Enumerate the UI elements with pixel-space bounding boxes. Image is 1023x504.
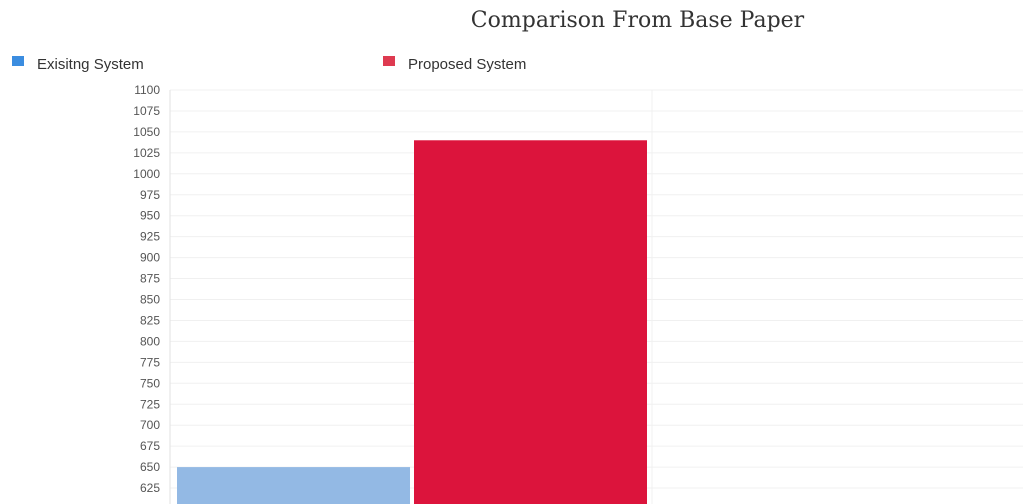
y-tick-label: 800	[140, 334, 160, 348]
y-tick-label: 1025	[133, 146, 160, 160]
bar-existing-system[interactable]	[177, 467, 410, 504]
bar-proposed-system[interactable]	[414, 140, 647, 504]
y-tick-label: 950	[140, 209, 160, 223]
chart-title: Comparison From Base Paper	[470, 8, 805, 33]
legend-label-proposed: Proposed System	[408, 56, 527, 73]
y-tick-label: 700	[140, 418, 160, 432]
y-tick-label: 825	[140, 313, 160, 327]
y-tick-label: 650	[140, 460, 160, 474]
y-tick-label: 775	[140, 355, 160, 369]
y-tick-label: 875	[140, 272, 160, 286]
y-tick-label: 750	[140, 376, 160, 390]
legend-swatch-existing	[12, 56, 24, 66]
y-tick-label: 625	[140, 481, 160, 495]
y-tick-label: 675	[140, 439, 160, 453]
y-tick-label: 1050	[133, 125, 160, 139]
y-tick-label: 925	[140, 230, 160, 244]
y-tick-label: 900	[140, 251, 160, 265]
y-tick-label: 725	[140, 397, 160, 411]
y-tick-label: 1075	[133, 104, 160, 118]
legend-swatch-proposed	[383, 56, 395, 66]
y-tick-label: 850	[140, 293, 160, 307]
y-tick-label: 1000	[133, 167, 160, 181]
y-tick-label: 975	[140, 188, 160, 202]
legend-label-existing: Exisitng System	[37, 56, 144, 73]
y-tick-label: 1100	[134, 83, 160, 97]
